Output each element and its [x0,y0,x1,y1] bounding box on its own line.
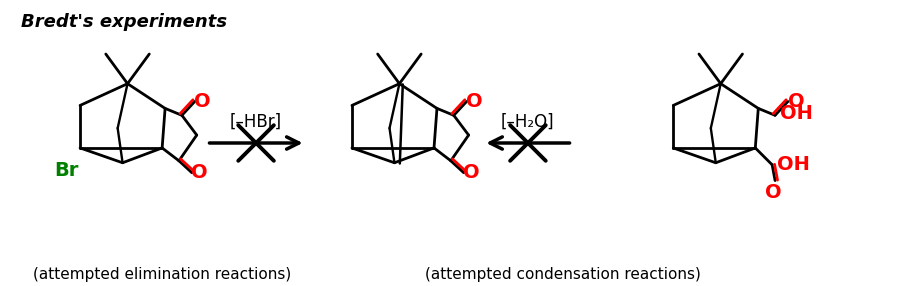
Text: [–H₂O]: [–H₂O] [500,112,554,130]
Text: OH: OH [779,104,813,123]
Text: OH: OH [777,155,809,174]
Text: Bredt's experiments: Bredt's experiments [21,13,227,31]
Text: O: O [466,92,482,111]
Text: Br: Br [54,161,79,180]
Text: O: O [787,92,804,111]
Text: (attempted condensation reactions): (attempted condensation reactions) [424,267,700,282]
Text: O: O [462,163,479,182]
Text: O: O [191,163,208,182]
Text: O: O [764,183,780,202]
Text: [–HBr]: [–HBr] [229,112,282,130]
Text: (attempted elimination reactions): (attempted elimination reactions) [33,267,291,282]
Text: O: O [194,92,210,111]
